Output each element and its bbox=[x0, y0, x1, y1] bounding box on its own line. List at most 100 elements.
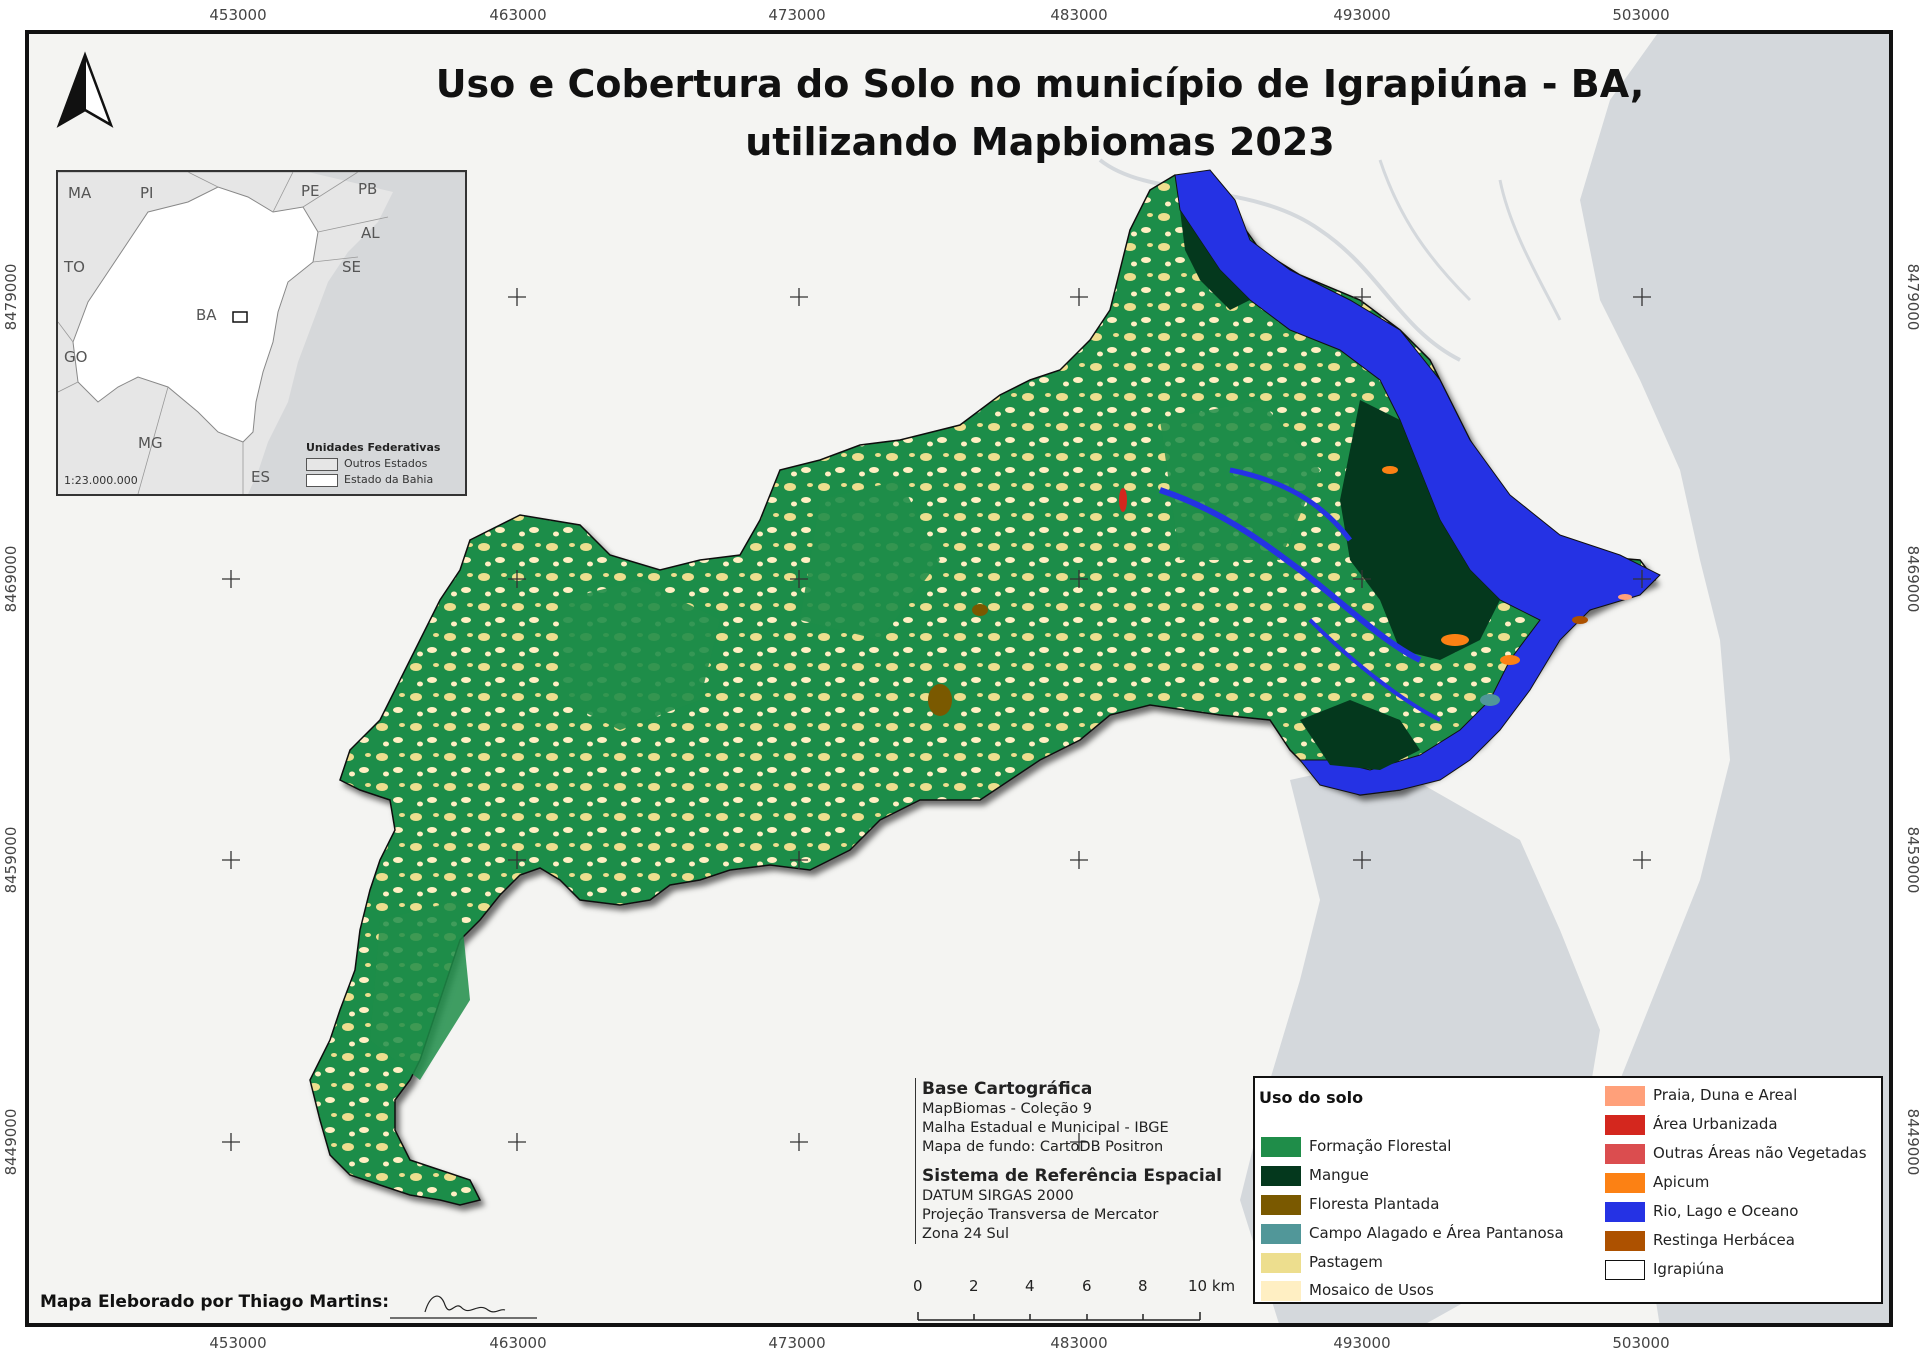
mangue-swatch bbox=[1261, 1165, 1301, 1186]
y-coord-left: 8449000 bbox=[2, 1108, 20, 1176]
legend-label: Apicum bbox=[1653, 1173, 1710, 1191]
x-coord-top: 473000 bbox=[768, 6, 826, 24]
map-title: Uso e Cobertura do Solo no município de … bbox=[390, 55, 1690, 171]
restinga-patch bbox=[1572, 616, 1588, 624]
scale-label: 2 bbox=[969, 1277, 979, 1295]
rio-lago-oceano-area bbox=[1159, 487, 1422, 663]
y-coord-left: 8469000 bbox=[2, 545, 20, 613]
legend-item: Área Urbanizada bbox=[1605, 1113, 1778, 1135]
legend-item: Igrapiúna bbox=[1605, 1258, 1724, 1280]
formacao-florestal-area bbox=[1160, 400, 1320, 560]
legend-item: Mangue bbox=[1261, 1164, 1369, 1186]
estado-bahia-swatch bbox=[306, 473, 338, 487]
campo-alagado-swatch bbox=[1261, 1223, 1301, 1244]
crs-line: DATUM SIRGAS 2000 bbox=[922, 1188, 1074, 1204]
base-line: Malha Estadual e Municipal - IBGE bbox=[922, 1120, 1169, 1136]
x-coord-bottom: 473000 bbox=[768, 1334, 826, 1352]
state-label: GO bbox=[64, 348, 88, 366]
legend-label: Praia, Duna e Areal bbox=[1653, 1086, 1798, 1104]
mangue-area bbox=[1180, 210, 1250, 310]
legend-item: Mosaico de Usos bbox=[1261, 1279, 1434, 1301]
scale-label: 6 bbox=[1082, 1277, 1092, 1295]
inset-scale: 1:23.000.000 bbox=[64, 474, 138, 487]
floresta-plantada-patch bbox=[928, 684, 952, 716]
legend-item: Restinga Herbácea bbox=[1605, 1229, 1795, 1251]
x-coord-bottom: 463000 bbox=[489, 1334, 547, 1352]
apicum-patch bbox=[1441, 634, 1469, 646]
inset-legend-item: Estado da Bahia bbox=[306, 473, 433, 487]
inset-legend-item: Outros Estados bbox=[306, 457, 427, 471]
ocean-area bbox=[1580, 30, 1893, 1327]
state-label: PI bbox=[140, 184, 154, 202]
state-label: SE bbox=[342, 258, 361, 276]
apicum-patch bbox=[1382, 466, 1398, 474]
y-coord-left: 8479000 bbox=[2, 263, 20, 331]
state-label: BA bbox=[196, 306, 217, 324]
state-label: PE bbox=[301, 182, 320, 200]
map-canvas[interactable] bbox=[25, 30, 1893, 1327]
y-coord-right: 8479000 bbox=[1904, 263, 1920, 331]
y-coord-right: 8459000 bbox=[1904, 826, 1920, 894]
legend-item: Campo Alagado e Área Pantanosa bbox=[1261, 1222, 1564, 1244]
outras-nao-vegetadas-swatch bbox=[1605, 1143, 1645, 1164]
state-label: MG bbox=[138, 434, 163, 452]
state-label: AL bbox=[361, 224, 380, 242]
base-line: MapBiomas - Coleção 9 bbox=[922, 1101, 1092, 1117]
base-cartografica: Base Cartográfica MapBiomas - Coleção 9 … bbox=[915, 1078, 1252, 1244]
legend-title: Uso do solo bbox=[1259, 1088, 1364, 1107]
mangue-area bbox=[1300, 700, 1420, 770]
x-coord-bottom: 453000 bbox=[209, 1334, 267, 1352]
urbanizada-swatch bbox=[1605, 1114, 1645, 1135]
scale-label: 8 bbox=[1138, 1277, 1148, 1295]
bahia-state-shape bbox=[72, 186, 319, 443]
state-label: PB bbox=[358, 180, 378, 198]
legend-label: Igrapiúna bbox=[1653, 1260, 1725, 1278]
legend-label: Área Urbanizada bbox=[1653, 1115, 1778, 1133]
legend-label: Mangue bbox=[1309, 1166, 1369, 1184]
pastagem-swatch bbox=[1261, 1252, 1301, 1273]
legend-item: Rio, Lago e Oceano bbox=[1605, 1200, 1798, 1222]
rio-lago-oceano-area bbox=[1229, 467, 1352, 542]
inset-map: MA PI PE PB AL SE TO BA GO MG ES Unidade… bbox=[56, 170, 467, 496]
scale-label: 4 bbox=[1025, 1277, 1035, 1295]
inset-legend-label: Outros Estados bbox=[344, 457, 428, 470]
base-line: Mapa de fundo: CartoDB Positron bbox=[922, 1139, 1164, 1155]
apicum-patch bbox=[1500, 655, 1520, 665]
crs-title: Sistema de Referência Espacial bbox=[922, 1166, 1222, 1186]
legend-item: Praia, Duna e Areal bbox=[1605, 1084, 1797, 1106]
north-arrow-icon bbox=[56, 51, 114, 128]
title-line-2: utilizando Mapbiomas 2023 bbox=[745, 120, 1335, 164]
outros-estados-swatch bbox=[306, 457, 338, 471]
apicum-swatch bbox=[1605, 1172, 1645, 1193]
mosaico-swatch bbox=[1261, 1280, 1301, 1301]
legend-item: Floresta Plantada bbox=[1261, 1193, 1439, 1215]
municipality-polygon[interactable] bbox=[309, 174, 1657, 1206]
y-coord-right: 8469000 bbox=[1904, 545, 1920, 613]
legend-label: Mosaico de Usos bbox=[1309, 1281, 1434, 1299]
legend-item: Outras Áreas não Vegetadas bbox=[1605, 1142, 1867, 1164]
formacao-florestal-area bbox=[560, 580, 720, 730]
formacao-florestal-area bbox=[370, 900, 470, 1080]
floresta-plantada-patch bbox=[972, 604, 988, 616]
rio-swatch bbox=[1605, 1201, 1645, 1222]
crs-line: Zona 24 Sul bbox=[922, 1226, 1009, 1242]
author-credit: Mapa Eleborado por Thiago Martins: bbox=[40, 1292, 390, 1312]
legend-label: Pastagem bbox=[1309, 1253, 1383, 1271]
praia-patch bbox=[1618, 594, 1632, 600]
inset-legend-title: Unidades Federativas bbox=[306, 441, 441, 454]
legend-label: Restinga Herbácea bbox=[1653, 1231, 1795, 1249]
legend-label: Outras Áreas não Vegetadas bbox=[1653, 1144, 1867, 1162]
urbanizada-patch bbox=[1119, 488, 1127, 512]
state-label: ES bbox=[251, 468, 270, 486]
praia-swatch bbox=[1605, 1085, 1645, 1106]
campo-alagado-patch bbox=[1480, 694, 1500, 706]
legend-item: Pastagem bbox=[1261, 1251, 1383, 1273]
x-coord-top: 503000 bbox=[1612, 6, 1670, 24]
inset-legend-label: Estado da Bahia bbox=[344, 473, 434, 486]
state-label: MA bbox=[68, 184, 92, 202]
x-coord-bottom: 483000 bbox=[1050, 1334, 1108, 1352]
x-coord-top: 463000 bbox=[489, 6, 547, 24]
igrapiuna-swatch bbox=[1605, 1259, 1645, 1280]
y-coord-left: 8459000 bbox=[2, 826, 20, 894]
restinga-swatch bbox=[1605, 1230, 1645, 1251]
